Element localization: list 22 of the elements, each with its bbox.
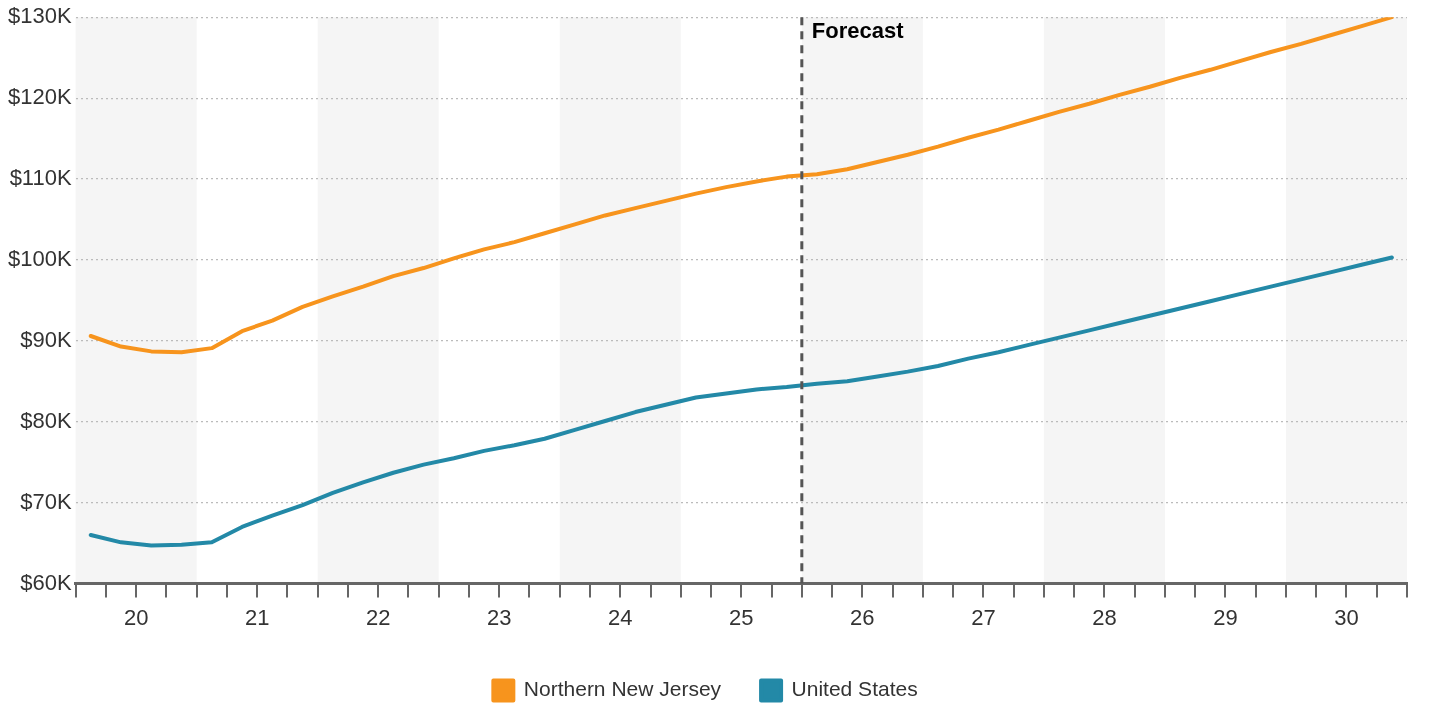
legend-label: United States	[791, 677, 918, 701]
x-tick-label: 21	[244, 604, 270, 630]
y-tick-label: $100K	[7, 246, 72, 272]
y-tick-label: $60K	[20, 569, 72, 595]
legend-label: Northern New Jersey	[523, 677, 722, 701]
x-tick-label: 25	[729, 604, 754, 630]
x-tick-label: 26	[850, 604, 875, 630]
x-tick-label: 22	[365, 604, 391, 630]
x-tick-label: 29	[1213, 604, 1238, 630]
x-tick-label: 27	[971, 604, 996, 630]
y-tick-label: $110K	[9, 165, 72, 191]
x-tick-label: 28	[1092, 604, 1117, 630]
x-tick-label: 20	[123, 604, 149, 630]
x-tick-label: 24	[608, 604, 633, 630]
ref-line-label: Forecast	[811, 18, 905, 44]
y-tick-label: $90K	[20, 326, 72, 352]
y-tick-label: $70K	[20, 488, 72, 514]
x-tick-label: 30	[1334, 604, 1359, 630]
x-tick-label: 23	[487, 604, 512, 630]
y-tick-label: $80K	[20, 407, 72, 433]
y-tick-label: $120K	[7, 84, 72, 110]
y-tick-label: $130K	[7, 3, 72, 29]
